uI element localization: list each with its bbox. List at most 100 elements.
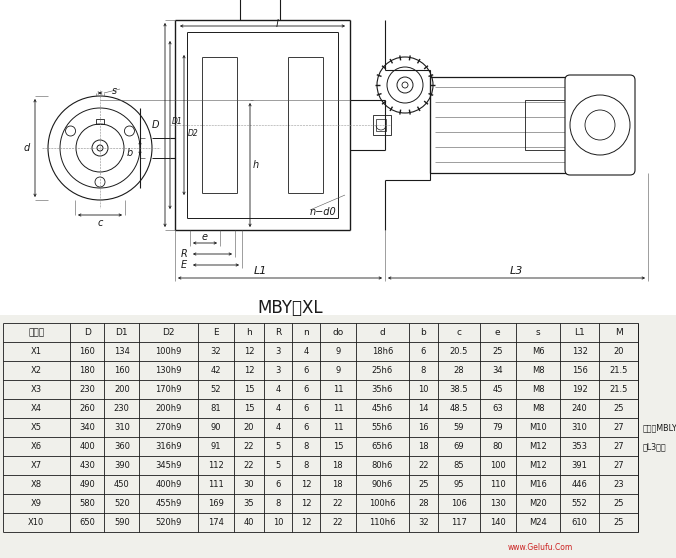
Text: 6: 6 — [304, 366, 309, 375]
Bar — [376, 119, 386, 131]
Text: 230: 230 — [114, 404, 130, 413]
Text: M8: M8 — [531, 385, 544, 394]
Text: 590: 590 — [114, 518, 130, 527]
Bar — [373, 115, 391, 135]
Text: 14: 14 — [418, 404, 429, 413]
Text: 156: 156 — [572, 366, 587, 375]
Text: 446: 446 — [572, 480, 587, 489]
Text: M24: M24 — [529, 518, 547, 527]
Text: h: h — [246, 328, 252, 337]
Text: 9: 9 — [335, 347, 341, 356]
Text: D1: D1 — [116, 328, 128, 337]
Text: 18h6: 18h6 — [372, 347, 393, 356]
Text: D2: D2 — [188, 128, 199, 137]
Text: n−d0: n−d0 — [310, 207, 337, 217]
Text: 38.5: 38.5 — [450, 385, 468, 394]
Text: 45: 45 — [492, 385, 503, 394]
Text: 22: 22 — [333, 499, 343, 508]
Text: X9: X9 — [31, 499, 42, 508]
Text: 90h6: 90h6 — [372, 480, 393, 489]
Text: 12: 12 — [243, 366, 254, 375]
Text: M12: M12 — [529, 442, 547, 451]
Text: 552: 552 — [572, 499, 587, 508]
Text: 80h6: 80h6 — [372, 461, 393, 470]
Text: 610: 610 — [572, 518, 587, 527]
Text: 490: 490 — [79, 480, 95, 489]
Text: 6: 6 — [304, 385, 309, 394]
Text: 353: 353 — [572, 442, 587, 451]
Text: 270h9: 270h9 — [155, 423, 182, 432]
Text: 32: 32 — [210, 347, 221, 356]
Text: 111: 111 — [208, 480, 224, 489]
Text: 12: 12 — [301, 518, 311, 527]
Text: e: e — [495, 328, 500, 337]
Text: D2: D2 — [162, 328, 174, 337]
Text: 由所配MBLY: 由所配MBLY — [643, 423, 676, 432]
Text: n: n — [303, 328, 309, 337]
Text: 112: 112 — [208, 461, 224, 470]
Text: M16: M16 — [529, 480, 547, 489]
Text: 15: 15 — [243, 385, 254, 394]
Text: X4: X4 — [31, 404, 42, 413]
Text: 40: 40 — [243, 518, 254, 527]
Text: 200: 200 — [114, 385, 130, 394]
Text: b: b — [127, 148, 133, 158]
Text: d: d — [24, 143, 30, 153]
Text: M8: M8 — [531, 366, 544, 375]
Text: 55h6: 55h6 — [372, 423, 393, 432]
Text: 28: 28 — [418, 499, 429, 508]
Text: l: l — [276, 19, 279, 29]
Text: 48.5: 48.5 — [450, 404, 468, 413]
Text: 400: 400 — [79, 442, 95, 451]
Text: 430: 430 — [79, 461, 95, 470]
Text: 42: 42 — [210, 366, 221, 375]
Text: 6: 6 — [304, 423, 309, 432]
Text: 20.5: 20.5 — [450, 347, 468, 356]
Text: R: R — [275, 328, 281, 337]
Text: 170h9: 170h9 — [155, 385, 182, 394]
Text: 79: 79 — [492, 423, 503, 432]
Text: M6: M6 — [531, 347, 544, 356]
Text: X7: X7 — [31, 461, 42, 470]
Text: 520: 520 — [114, 499, 130, 508]
Text: 391: 391 — [572, 461, 587, 470]
Text: 63: 63 — [492, 404, 503, 413]
Text: 310: 310 — [114, 423, 130, 432]
Text: www.Gelufu.Com: www.Gelufu.Com — [508, 543, 573, 552]
Text: 11: 11 — [333, 404, 343, 413]
Text: 65h6: 65h6 — [372, 442, 393, 451]
Text: 69: 69 — [454, 442, 464, 451]
Text: 9: 9 — [335, 366, 341, 375]
Text: 32: 32 — [418, 518, 429, 527]
Text: 310: 310 — [572, 423, 587, 432]
Text: 的L3决定: 的L3决定 — [643, 442, 667, 451]
Text: 25: 25 — [418, 480, 429, 489]
Text: 4: 4 — [276, 404, 281, 413]
Text: s: s — [112, 86, 116, 96]
Text: d: d — [379, 328, 385, 337]
Text: D1: D1 — [172, 118, 183, 127]
Text: 6: 6 — [275, 480, 281, 489]
Text: E: E — [181, 260, 187, 270]
Text: 25: 25 — [613, 518, 624, 527]
Text: M20: M20 — [529, 499, 547, 508]
Text: 20: 20 — [243, 423, 254, 432]
Text: 12: 12 — [301, 480, 311, 489]
Text: 80: 80 — [492, 442, 503, 451]
Text: e: e — [202, 232, 208, 242]
Text: 6: 6 — [304, 404, 309, 413]
Text: X8: X8 — [31, 480, 42, 489]
Text: c: c — [456, 328, 461, 337]
Text: L3: L3 — [510, 266, 523, 276]
Text: s: s — [535, 328, 540, 337]
Bar — [96, 119, 104, 124]
Text: 10: 10 — [418, 385, 429, 394]
Text: 5: 5 — [276, 442, 281, 451]
Text: 650: 650 — [79, 518, 95, 527]
Text: 18: 18 — [333, 480, 343, 489]
Text: 455h9: 455h9 — [155, 499, 182, 508]
Text: 25h6: 25h6 — [372, 366, 393, 375]
Text: X3: X3 — [31, 385, 42, 394]
Text: 15: 15 — [243, 404, 254, 413]
Text: 27: 27 — [613, 423, 624, 432]
